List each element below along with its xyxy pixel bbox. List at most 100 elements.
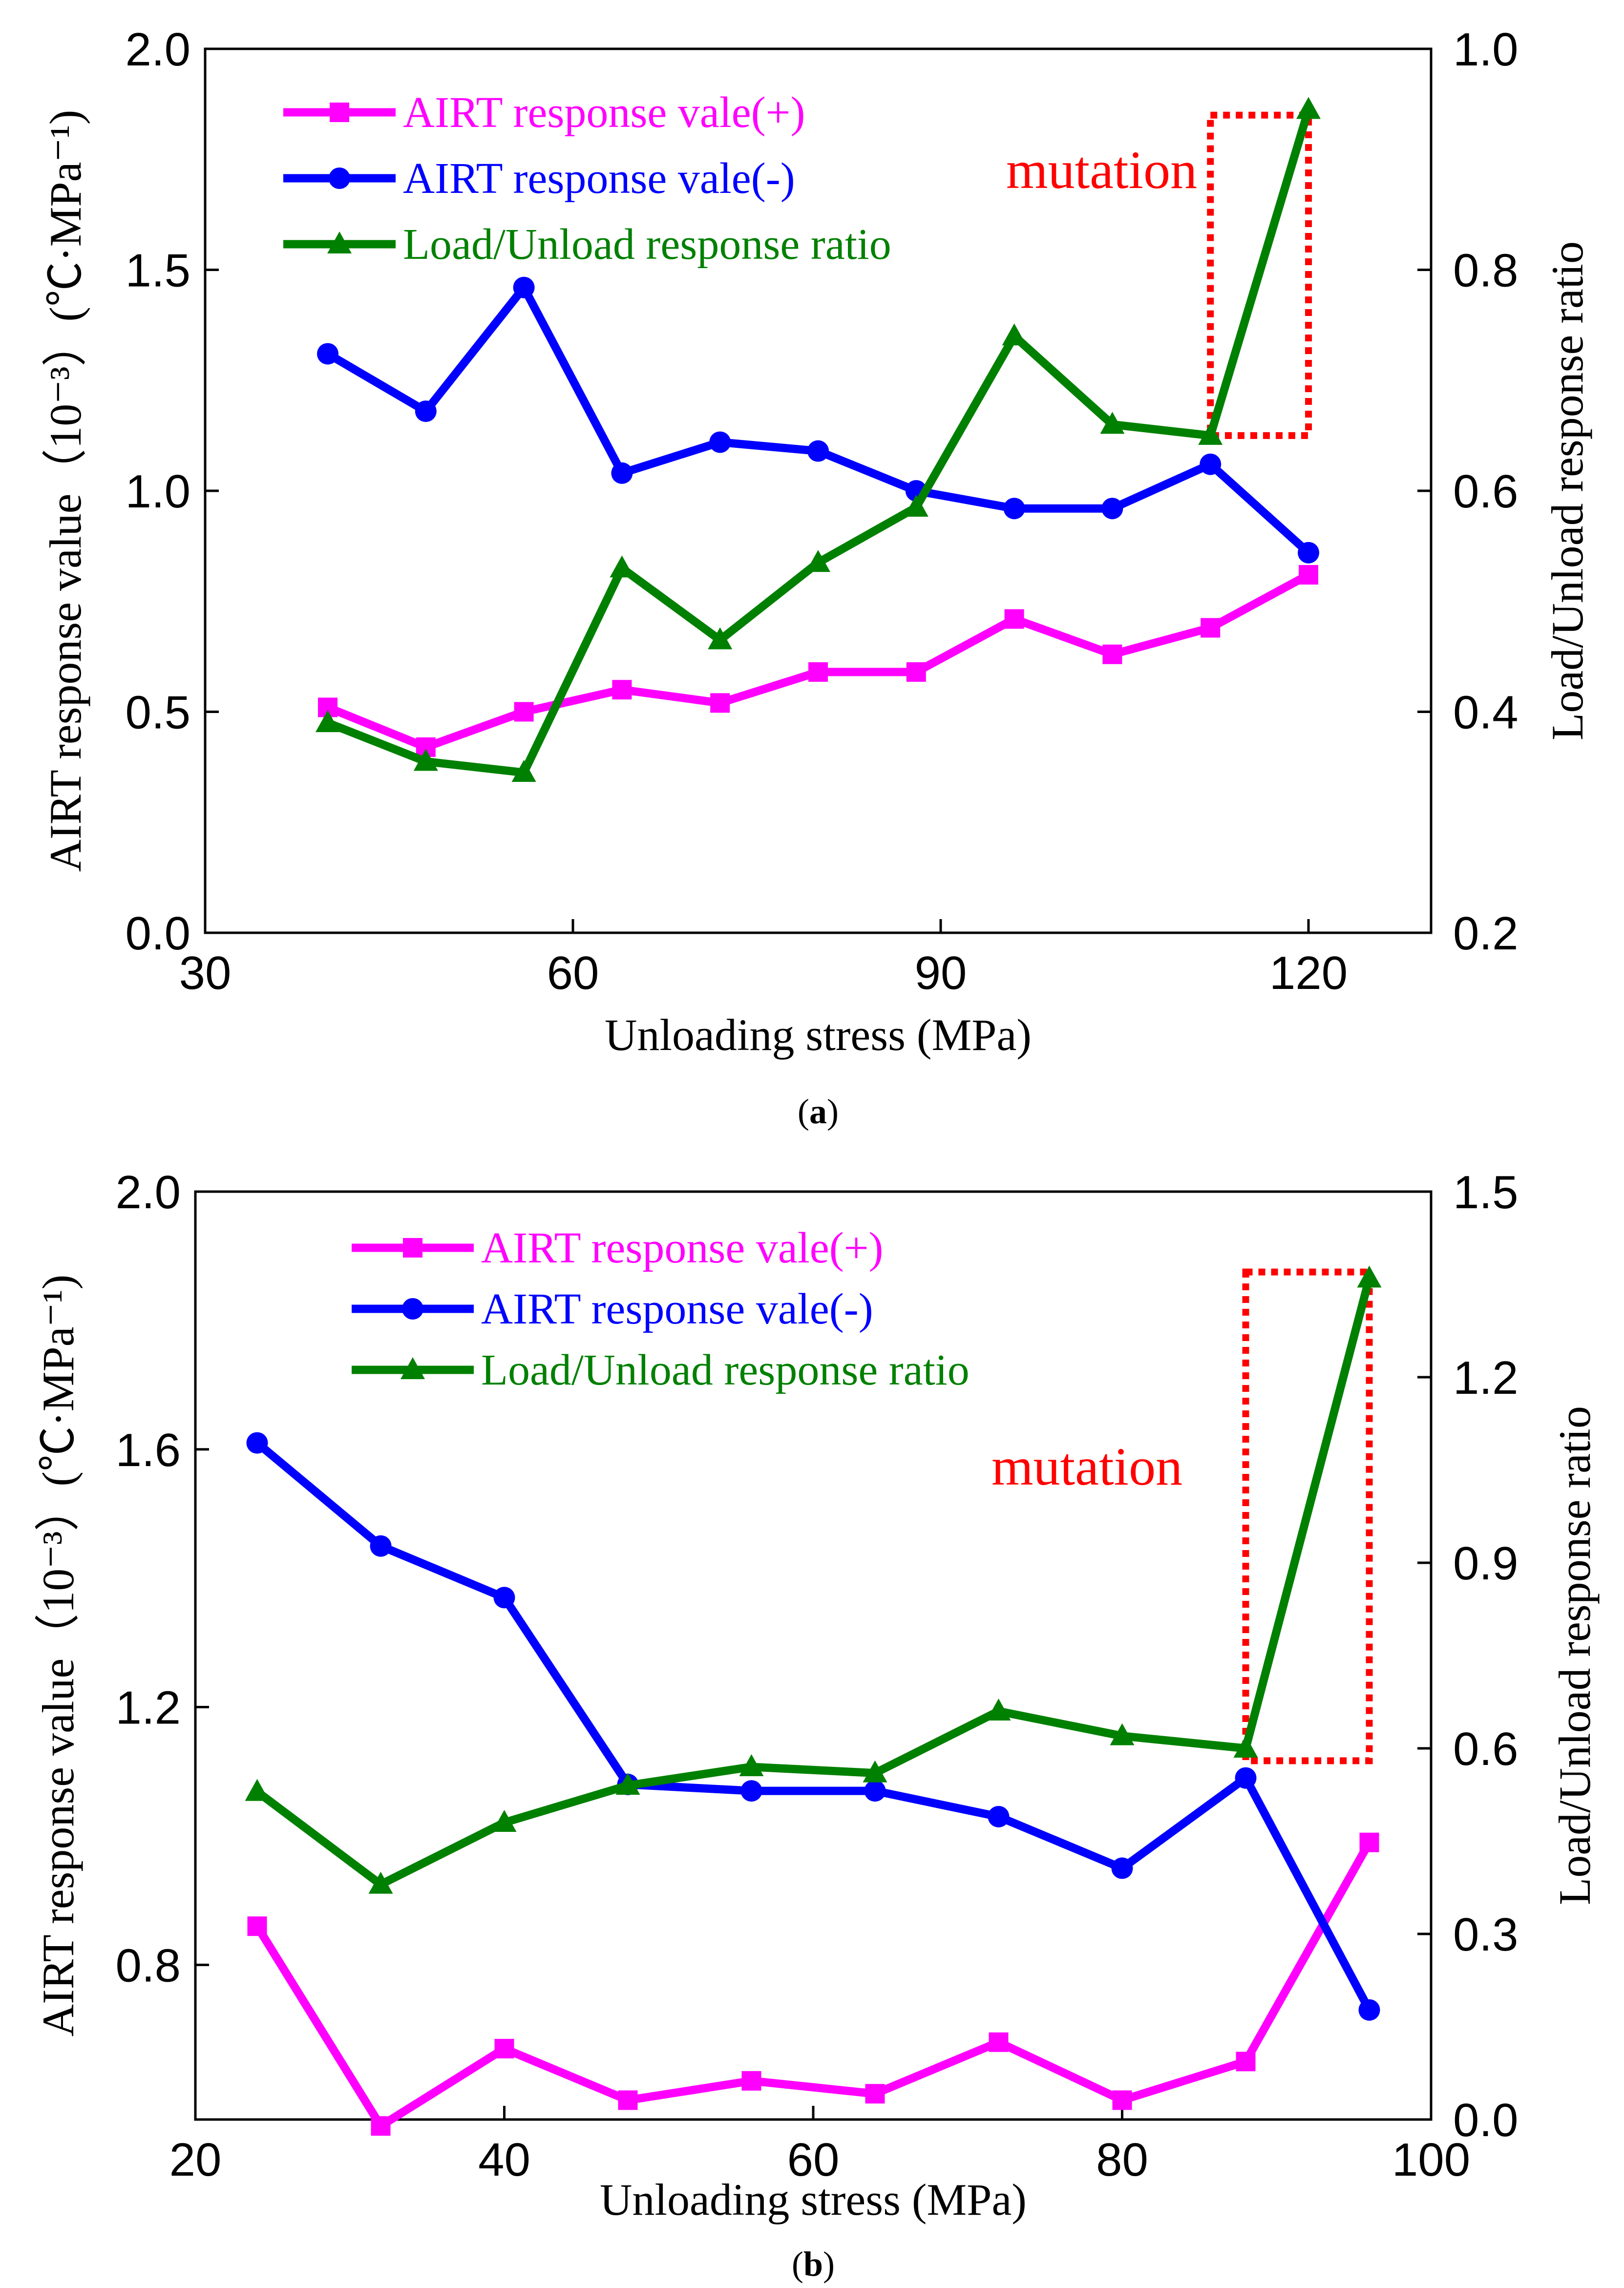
chart-a-legend-marker — [329, 168, 350, 189]
chart-a-point-circle — [1101, 498, 1123, 520]
chart-panel-b: 20 40 60 80 100 0.8 1.2 1.6 2.0 0.0 0.3 0.6 0.9 1.2 1.… — [0, 1143, 1624, 2288]
chart-b-right-tick-label: 1.2 — [1453, 1352, 1518, 1404]
chart-a-point-square — [1004, 609, 1024, 629]
chart-a-point-circle — [513, 276, 535, 298]
chart-a-point-triangle — [610, 555, 634, 578]
chart-b-point-circle — [864, 1780, 886, 1802]
chart-b-left-tick-label: 2.0 — [116, 1166, 181, 1218]
chart-a-legend-label: AIRT response vale(+) — [403, 88, 805, 137]
chart-a-point-triangle — [1198, 422, 1223, 445]
chart-a-right-axis-title: Load/Unload response ratio — [1542, 241, 1592, 740]
chart-b-point-square — [371, 2116, 391, 2136]
chart-a-legend-label: Load/Unload response ratio — [403, 220, 891, 269]
chart-b-point-circle — [1111, 1857, 1133, 1879]
chart-b-point-triangle — [1357, 1265, 1382, 1288]
chart-a-legend-marker — [327, 231, 352, 253]
chart-a-legend-label: AIRT response vale(-) — [403, 154, 795, 203]
chart-a-right-tick-label: 1.0 — [1453, 23, 1518, 76]
chart-b-panel-label: (b) — [792, 2245, 835, 2284]
chart-a-point-circle — [807, 440, 829, 462]
chart-a-point-triangle — [316, 710, 340, 733]
chart-b-legend-marker — [402, 1298, 423, 1320]
chart-b-point-circle — [988, 1805, 1010, 1827]
chart-b-right-tick-label: 0.3 — [1453, 1909, 1518, 1961]
chart-a-x-tick-label: 120 — [1269, 947, 1348, 999]
chart-a-point-square — [612, 680, 632, 700]
chart-a-point-triangle — [1100, 412, 1125, 434]
chart-b-x-tick-label: 60 — [787, 2134, 840, 2186]
chart-b-left-tick-label: 1.6 — [116, 1424, 181, 1476]
chart-b-right-tick-label: 0.9 — [1453, 1537, 1518, 1590]
chart-a-point-triangle — [806, 550, 830, 572]
chart-a-point-triangle — [904, 494, 928, 517]
chart-b-right-tick-label: 0.0 — [1453, 2094, 1518, 2146]
chart-b-left-axis-title: AIRT response value（10⁻³）(℃·MPa⁻¹) — [33, 1275, 83, 2037]
chart-b-legend-label: AIRT response vale(+) — [481, 1224, 883, 1272]
chart-b-point-square — [1359, 1832, 1379, 1852]
chart-a-point-square — [1299, 565, 1318, 585]
chart-b-x-tick-label: 20 — [169, 2134, 222, 2186]
chart-b-x-tick-label: 80 — [1096, 2134, 1148, 2186]
chart-b-series-triangle-line — [253, 1274, 1373, 1889]
chart-b-x-tick-label: 100 — [1392, 2134, 1470, 2186]
chart-b-point-circle — [1235, 1767, 1257, 1789]
chart-a-point-square — [514, 702, 534, 722]
chart-a-point-triangle — [413, 749, 438, 771]
chart-a-left-tick-label: 2.0 — [126, 23, 190, 76]
chart-a-right-tick-label: 0.2 — [1453, 907, 1518, 960]
chart-a-point-circle — [1200, 453, 1222, 475]
chart-a-point-circle — [611, 462, 633, 484]
chart-b-left-tick-label: 0.8 — [116, 1939, 181, 1992]
chart-a-point-circle — [415, 400, 437, 422]
chart-b-legend-marker — [401, 1357, 425, 1379]
chart-a-x-axis-title: Unloading stress (MPa) — [605, 1010, 1032, 1060]
chart-a-x-tick-label: 30 — [179, 947, 232, 999]
chart-b-point-circle — [246, 1432, 268, 1454]
chart-b-point-triangle — [492, 1810, 517, 1832]
chart-a-point-square — [1102, 644, 1122, 664]
chart-a-mutation-box — [1207, 111, 1312, 439]
chart-b-point-square — [1236, 2052, 1256, 2072]
chart-b-mutation-box — [1242, 1268, 1373, 1764]
chart-b-point-square — [1112, 2090, 1132, 2110]
chart-a-point-square — [808, 662, 828, 682]
chart-b-point-triangle — [863, 1760, 887, 1783]
chart-b-point-triangle — [368, 1871, 393, 1894]
chart-b-mutation-label: mutation — [991, 1437, 1182, 1496]
chart-b-point-triangle — [615, 1773, 640, 1795]
chart-a-right-tick-label: 0.4 — [1453, 687, 1518, 739]
chart-b-right-tick-label: 0.6 — [1453, 1723, 1518, 1775]
chart-a-point-square — [1201, 618, 1221, 638]
chart-b-right-axis-title: Load/Unload response ratio — [1550, 1406, 1600, 1905]
chart-b-point-triangle — [1233, 1736, 1258, 1758]
chart-b-point-triangle — [1110, 1723, 1135, 1745]
chart-b-x-axis-title: Unloading stress (MPa) — [600, 2175, 1027, 2225]
chart-b-point-square — [494, 2038, 514, 2058]
chart-b-point-square — [989, 2032, 1009, 2052]
chart-a-series-circle-line — [323, 283, 1313, 557]
chart-a-left-tick-label: 0.0 — [126, 907, 190, 960]
chart-b-point-square — [865, 2084, 885, 2104]
chart-b-legend-label: AIRT response vale(-) — [481, 1285, 873, 1333]
chart-a-point-triangle — [1002, 323, 1027, 346]
chart-b-legend-marker — [403, 1238, 422, 1258]
chart-a-mutation-label: mutation — [1006, 140, 1197, 200]
chart-b-point-triangle — [986, 1699, 1011, 1721]
chart-a-point-square — [710, 693, 730, 713]
chart-b-x-tick-label: 40 — [478, 2134, 530, 2186]
chart-b-point-triangle — [739, 1754, 764, 1776]
chart-a-series-square-line — [323, 570, 1313, 752]
chart-a-point-circle — [317, 343, 338, 365]
chart-a-legend-marker — [330, 103, 349, 122]
chart-b-point-square — [618, 2090, 638, 2110]
chart-b-point-triangle — [245, 1779, 270, 1801]
chart-b-left-tick-label: 1.2 — [116, 1682, 181, 1734]
chart-b-point-circle — [370, 1535, 392, 1557]
chart-a-panel-label: (a) — [798, 1092, 839, 1131]
chart-b-legend-label: Load/Unload response ratio — [481, 1346, 970, 1394]
chart-a-left-tick-label: 1.0 — [126, 465, 190, 518]
chart-a-x-tick-label: 60 — [547, 947, 599, 999]
chart-b-point-square — [741, 2071, 761, 2091]
chart-a-left-tick-label: 0.5 — [126, 687, 190, 739]
chart-b-point-circle — [1358, 1999, 1380, 2021]
